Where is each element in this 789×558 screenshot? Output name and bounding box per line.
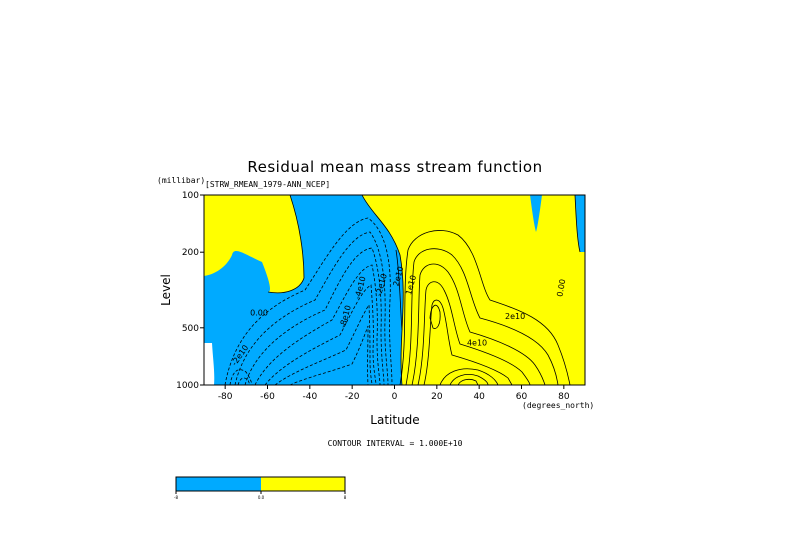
contour-negative-4	[254, 264, 381, 385]
colorbar-negative-swatch	[176, 477, 261, 491]
x-tick-label: 80	[558, 392, 570, 402]
x-axis: -80 -60 -40 -20 0 20 40 60 80	[218, 385, 570, 402]
colorbar: -8 0.0 8	[174, 476, 347, 500]
contour-positive-8	[449, 374, 489, 385]
colorbar-label-mid: 0.0	[258, 495, 265, 500]
contour-label: 2e10	[505, 312, 525, 321]
contour-positive-9	[457, 378, 479, 385]
colorbar-label-min: -8	[174, 495, 178, 500]
contour-positive-2	[405, 248, 559, 385]
x-tick-label: 60	[516, 392, 528, 402]
x-tick-label: -80	[218, 392, 233, 402]
contour-positive-10	[395, 249, 403, 331]
colorbar-positive-swatch	[261, 477, 345, 491]
x-tick-label: 40	[473, 392, 485, 402]
chart-title: Residual mean mass stream function	[247, 158, 542, 176]
contour-label: 0.00	[555, 278, 567, 297]
contour-zero-line-right	[361, 195, 404, 385]
contour-label: 4e10	[467, 339, 487, 348]
colorbar-label-max: 8	[344, 495, 347, 500]
x-units-label: (degrees_north)	[522, 401, 594, 410]
x-axis-title: Latitude	[370, 413, 419, 427]
contour-positive-1	[399, 230, 571, 385]
contour-positive-6	[429, 304, 441, 329]
contour-interval-note: CONTOUR INTERVAL = 1.000E+10	[328, 439, 463, 448]
x-tick-label: 20	[431, 392, 443, 402]
contour-negative-3	[244, 247, 385, 385]
y-tick-label: 1000	[176, 381, 199, 391]
x-tick-label: -40	[302, 392, 317, 402]
negative-region-main	[204, 195, 404, 385]
y-tick-label: 200	[182, 248, 199, 258]
contour-positive-3	[411, 263, 546, 385]
contour-positive-5	[423, 299, 513, 385]
x-tick-label: -20	[345, 392, 360, 402]
y-axis: 100 200 500 1000	[176, 191, 204, 391]
y-units-label: (millibar)	[157, 176, 205, 185]
contour-negative-8	[229, 369, 253, 385]
missing-region-polar	[204, 343, 215, 385]
contour-zero-line	[267, 195, 305, 294]
contour-negative-1	[224, 217, 393, 385]
contour-negative-7	[289, 325, 369, 385]
negative-region-upper-midlat	[530, 195, 542, 232]
y-tick-label: 100	[182, 191, 199, 201]
contour-positive-7	[439, 368, 499, 385]
contour-positive-4	[417, 281, 531, 385]
contour-negative-2	[234, 231, 389, 385]
negative-region-right-edge	[575, 195, 585, 252]
y-tick-label: 500	[182, 324, 199, 334]
x-tick-label: 0	[392, 392, 398, 402]
contour-negative-5	[264, 284, 377, 385]
y-axis-title: Level	[159, 274, 173, 306]
contour-label: 0.00	[250, 308, 268, 317]
contour-negative-9	[237, 377, 251, 385]
contour-zero-line-edge	[574, 195, 581, 253]
contour-negative-6	[274, 303, 373, 385]
x-tick-label: -60	[260, 392, 275, 402]
chart-subtitle: [STRW_RMEAN_1979-ANN_NCEP]	[205, 180, 330, 189]
